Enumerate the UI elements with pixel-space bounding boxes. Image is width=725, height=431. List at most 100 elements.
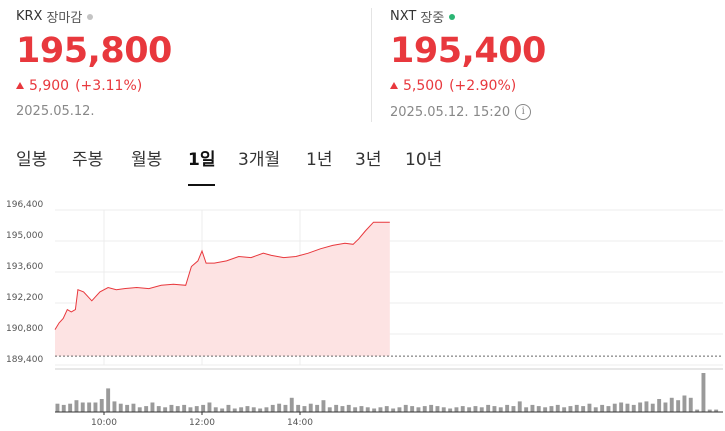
nxt-market-state: 장중 xyxy=(420,11,445,26)
volume-bar xyxy=(346,404,351,412)
volume-bar xyxy=(714,409,719,412)
krx-change-percent: (+3.11%) xyxy=(75,78,143,94)
volume-bar xyxy=(441,407,446,412)
volume-bar xyxy=(321,400,326,412)
volume-bar xyxy=(270,404,275,412)
tab-1year[interactable]: 1년 xyxy=(306,150,333,170)
volume-bar xyxy=(707,409,712,412)
price-area xyxy=(55,222,390,357)
volume-bar xyxy=(365,407,370,412)
nxt-status-dot-icon xyxy=(449,13,456,20)
volume-bar xyxy=(80,402,85,412)
volume-bar xyxy=(625,403,630,412)
y-tick-label: 189,400 xyxy=(6,355,43,365)
nxt-date-text: 2025.05.12. 15:20 xyxy=(390,104,511,120)
volume-bar xyxy=(378,407,383,412)
volume-bar xyxy=(581,406,586,412)
volume-bar xyxy=(150,402,155,412)
volume-bar xyxy=(118,403,123,412)
volume-bar xyxy=(644,401,649,412)
volume-bar xyxy=(163,407,168,412)
x-tick-label: 12:00 xyxy=(189,418,215,427)
tab-monthly[interactable]: 월봉 xyxy=(131,150,163,170)
volume-bar xyxy=(688,397,693,412)
krx-change-value: 5,900 xyxy=(29,78,70,94)
y-tick-label: 196,400 xyxy=(6,200,43,210)
tab-3months[interactable]: 3개월 xyxy=(238,150,281,170)
volume-bar xyxy=(194,406,199,412)
volume-bar xyxy=(460,406,465,412)
volume-bar xyxy=(175,406,180,412)
volume-bar xyxy=(99,399,104,412)
volume-bar xyxy=(68,403,73,412)
krx-market-name: KRX xyxy=(16,9,43,24)
x-tick-label: 10:00 xyxy=(91,418,117,427)
volume-bar xyxy=(416,407,421,412)
nxt-header: NXT 장중 xyxy=(390,7,456,26)
info-icon[interactable]: i xyxy=(515,104,532,120)
volume-bar xyxy=(220,408,225,412)
tab-1day[interactable]: 1일 xyxy=(188,150,216,170)
period-tabs: 일봉 주봉 월봉 1일 3개월 1년 3년 10년 xyxy=(0,140,725,186)
tab-10years[interactable]: 10년 xyxy=(405,150,443,170)
volume-bar xyxy=(631,404,636,412)
krx-price: 195,800 xyxy=(16,31,172,71)
krx-status-dot-icon xyxy=(87,13,94,20)
volume-bar xyxy=(245,406,250,412)
volume-bar xyxy=(315,404,320,412)
nxt-price: 195,400 xyxy=(390,31,546,71)
volume-bar xyxy=(264,407,269,412)
krx-change: 5,900 (+3.11%) xyxy=(16,78,142,94)
volume-bar xyxy=(144,406,149,412)
tab-weekly[interactable]: 주봉 xyxy=(72,150,104,170)
volume-bar xyxy=(188,407,193,412)
volume-bar xyxy=(207,402,212,412)
up-triangle-icon xyxy=(16,82,24,89)
volume-bar xyxy=(574,404,579,412)
volume-bar xyxy=(448,408,453,412)
volume-bar xyxy=(403,404,408,412)
volume-bar xyxy=(435,406,440,412)
krx-date: 2025.05.12. xyxy=(16,104,95,119)
volume-bar xyxy=(505,404,510,412)
volume-bar xyxy=(517,401,522,412)
tab-3years[interactable]: 3년 xyxy=(355,150,382,170)
volume-bar xyxy=(182,404,187,412)
volume-bar xyxy=(549,406,554,412)
volume-bar xyxy=(530,404,535,412)
volume-bar xyxy=(454,407,459,412)
krx-market-summary: KRX 장마감 195,800 5,900 (+3.11%) 2025.05.12… xyxy=(16,0,366,128)
volume-bar xyxy=(308,403,313,412)
volume-bar xyxy=(296,404,301,412)
up-triangle-icon xyxy=(390,82,398,89)
volume-bar xyxy=(359,406,364,412)
y-tick-label: 190,800 xyxy=(6,324,43,334)
volume-bar xyxy=(61,404,66,412)
volume-bar xyxy=(676,400,681,412)
volume-bar xyxy=(169,404,174,412)
krx-header: KRX 장마감 xyxy=(16,7,94,26)
volume-bar xyxy=(669,397,674,412)
volume-bar xyxy=(606,406,611,412)
volume-bar xyxy=(87,402,92,412)
tab-daily[interactable]: 일봉 xyxy=(16,150,48,170)
nxt-market-summary: NXT 장중 195,400 5,500 (+2.90%) 2025.05.12.… xyxy=(390,0,720,128)
volume-bar xyxy=(650,403,655,412)
volume-bar xyxy=(410,406,415,412)
volume-bar xyxy=(422,406,427,412)
volume-bar xyxy=(93,402,98,412)
nxt-market-name: NXT xyxy=(390,9,417,24)
volume-bar xyxy=(612,403,617,412)
intraday-chart[interactable]: 196,400 195,000 193,600 192,200 190,800 189,4… xyxy=(0,190,725,428)
volume-bar xyxy=(511,406,516,412)
volume-bar xyxy=(74,400,79,412)
active-tab-indicator xyxy=(188,184,215,186)
price-line xyxy=(54,221,390,330)
volume-bar xyxy=(289,397,294,412)
volume-bar xyxy=(695,409,700,412)
volume-bar xyxy=(372,408,377,412)
volume-bar xyxy=(701,373,706,412)
volume-bar xyxy=(562,407,567,412)
y-tick-label: 195,000 xyxy=(6,231,43,241)
volume-bar xyxy=(302,406,307,412)
